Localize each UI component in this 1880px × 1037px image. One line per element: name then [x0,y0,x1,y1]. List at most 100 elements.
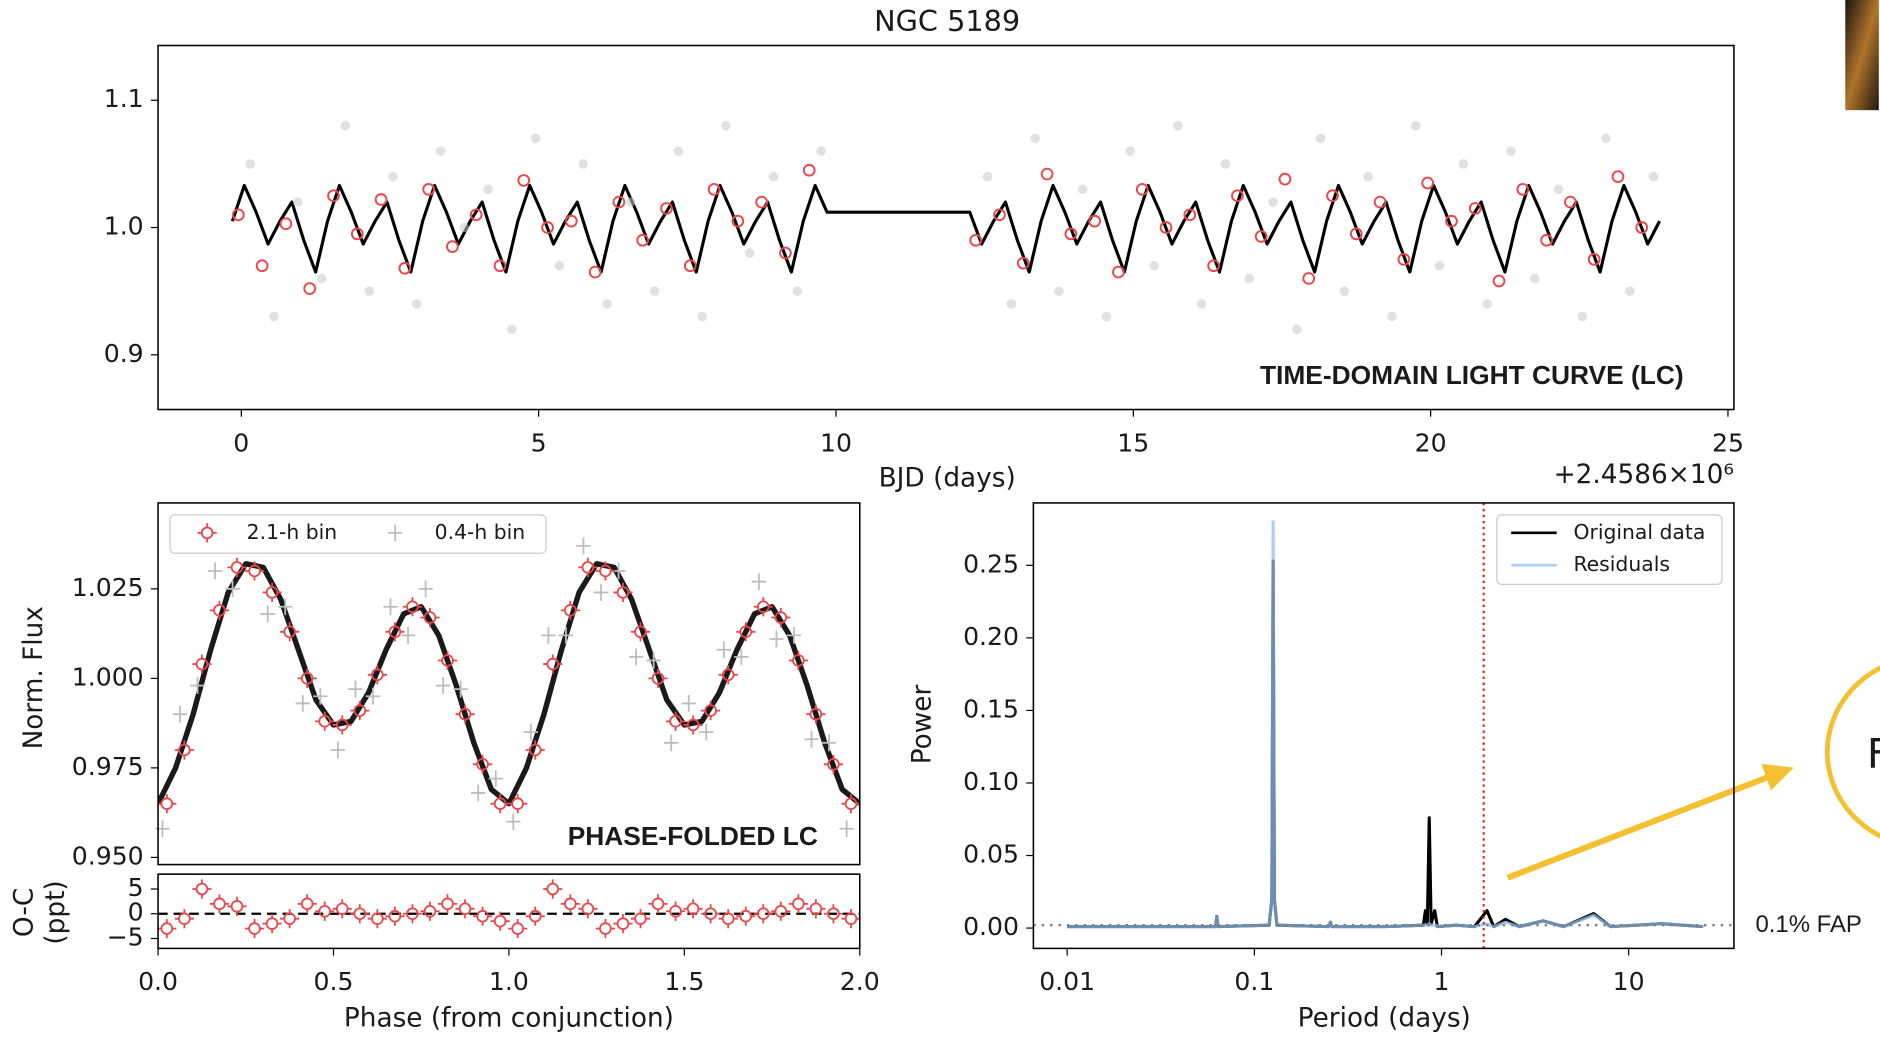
axes-frame [1032,502,1735,950]
data-point [255,259,269,273]
data-point [192,879,212,899]
panel-annotation: PHASE-FOLDED LC [568,821,818,851]
data-point [588,265,602,279]
x-tick-label: 2.0 [840,967,880,996]
data-point [506,813,521,830]
x-tick-label: 0.5 [314,967,354,996]
data-point [697,311,707,322]
data-point [530,133,541,144]
data-point [174,740,194,760]
data-point [1611,170,1625,183]
data-point [1268,197,1278,207]
data-point [595,919,615,939]
data-point [350,904,370,924]
data-point [1207,259,1220,273]
data-point [769,630,784,648]
data-point [437,650,458,671]
data-point [779,246,792,260]
data-point [821,734,837,752]
data-point [1112,265,1125,279]
data-point [400,627,416,644]
data-point [332,715,352,735]
data-point [660,202,673,215]
axes-frame [157,44,1735,411]
data-point [683,259,697,273]
data-point [262,582,282,603]
data-point [453,680,468,698]
data-point [1077,184,1088,195]
data-point [411,299,422,309]
data-point [278,598,293,616]
data-point [744,248,755,258]
data-point [340,120,351,131]
data-point [279,217,293,231]
data-point [1006,299,1017,309]
data-point [1564,195,1577,209]
data-point [469,208,483,222]
data-point [517,174,531,187]
data-point [543,879,563,899]
data-point [613,582,633,603]
data-point [1326,189,1339,203]
data-point [593,584,609,601]
data-point [402,904,423,924]
data-point [1601,133,1611,144]
data-point [1254,230,1268,243]
data-point [823,904,844,924]
data-point [665,901,686,921]
data-point [716,641,731,659]
x-tick-label: 10 [1613,967,1645,996]
data-point [1635,221,1649,234]
data-point [768,171,779,182]
data-point [806,704,826,724]
data-point [578,899,598,919]
data-point [1196,299,1207,309]
y-axis-label: (ppt) [41,880,71,944]
data-point [1397,252,1411,266]
x-tick-label: 5 [531,428,547,457]
legend-box [169,514,547,554]
data-point [788,650,808,671]
data-point [490,794,510,814]
data-point [993,208,1006,222]
data-point [490,911,510,931]
data-point [595,561,615,581]
data-point [541,221,554,234]
data-point [227,557,247,577]
data-point [174,909,194,929]
data-point [209,600,230,620]
x-tick-label: 20 [1415,428,1447,457]
y-tick-label: 0.10 [963,767,1019,796]
plot-area [1067,520,1704,929]
x-tick-label: 0.1 [1234,967,1274,996]
data-point [1421,176,1435,190]
data-point [1292,324,1302,335]
data-point [630,909,651,929]
data-point [1587,252,1601,266]
data-point [1135,182,1149,196]
data-point [664,734,679,752]
data-point [315,901,335,921]
data-point [576,537,591,555]
data-point [1529,273,1540,284]
data-point [1220,159,1231,169]
data-point [260,605,275,623]
data-point [473,754,493,774]
data-point [969,233,983,247]
data-point [816,146,826,156]
data-point [802,163,816,177]
legend-swatch [197,523,217,543]
x-tick-label: 0.0 [138,967,178,996]
legend-label: 0.4-h bin [435,520,526,544]
data-point [1482,299,1492,309]
data-point [613,914,633,934]
x-axis-label: BJD (days) [879,463,1016,493]
data-point [683,715,703,735]
y-axis-label: O-C [10,888,40,937]
x-tick-label: 0 [233,428,249,457]
data-point [1315,133,1326,144]
data-point [771,607,791,628]
data-point [262,914,282,934]
data-point [190,677,205,694]
y-tick-label: 0.00 [963,912,1019,941]
